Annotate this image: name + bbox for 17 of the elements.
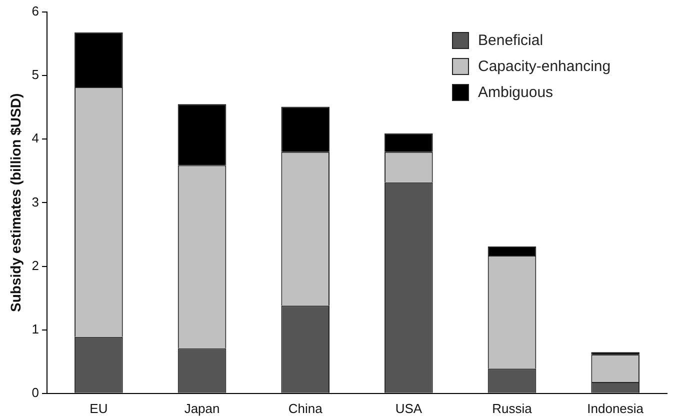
y-tick-label: 5 <box>32 67 40 82</box>
y-tick-label: 0 <box>32 384 40 400</box>
y-axis-title: Subsidy estimates (billion $USD) <box>7 93 24 312</box>
x-tick-label: Japan <box>184 400 220 416</box>
legend-label: Ambiguous <box>478 84 554 102</box>
legend-label: Beneficial <box>478 32 544 50</box>
x-tick-label: Russia <box>492 400 533 416</box>
y-tick-label: 3 <box>32 194 40 210</box>
x-tick-label: Indonesia <box>587 400 644 416</box>
legend-label: Capacity-enhancing <box>478 58 611 76</box>
x-tick-label: USA <box>395 400 422 416</box>
x-tick-label: EU <box>90 400 108 416</box>
x-tick-label: China <box>288 400 324 416</box>
y-tick-label: 1 <box>32 321 40 336</box>
y-tick-label: 2 <box>32 258 40 273</box>
y-tick-label: 6 <box>32 4 40 19</box>
y-tick-label: 4 <box>32 130 40 146</box>
